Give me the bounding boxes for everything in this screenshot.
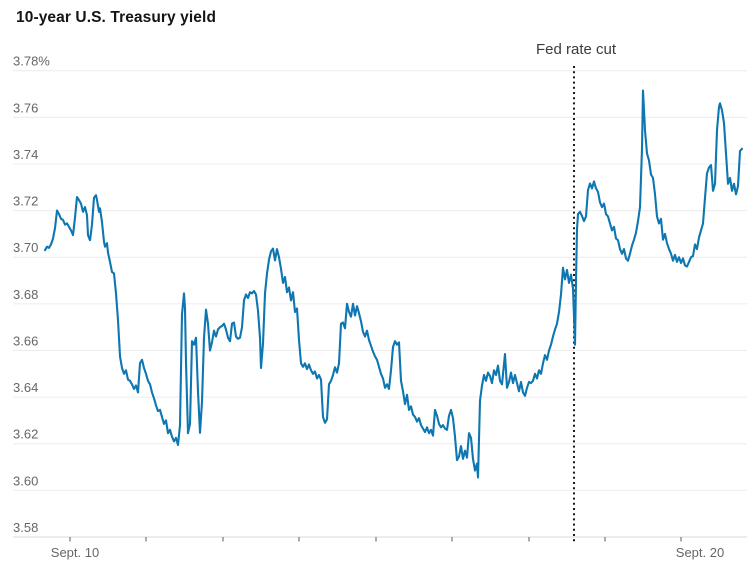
y-tick-label: 3.66 [13,333,38,348]
y-tick-label: 3.70 [13,240,38,255]
x-axis-label-start: Sept. 10 [50,545,100,560]
y-tick-label: 3.60 [13,473,38,488]
x-axis-label-end: Sept. 20 [675,545,725,560]
y-tick-label: 3.76 [13,100,38,115]
event-annotation-label: Fed rate cut [535,41,617,58]
y-tick-label: 3.64 [13,380,38,395]
y-tick-label: 3.72 [13,194,38,209]
y-tick-label: 3.78% [13,54,50,69]
y-tick-label: 3.58 [13,520,38,535]
y-tick-label: 3.62 [13,427,38,442]
y-tick-label: 3.74 [13,147,38,162]
y-tick-label: 3.68 [13,287,38,302]
chart-title: 10-year U.S. Treasury yield [16,9,217,26]
yield-line [43,89,744,479]
